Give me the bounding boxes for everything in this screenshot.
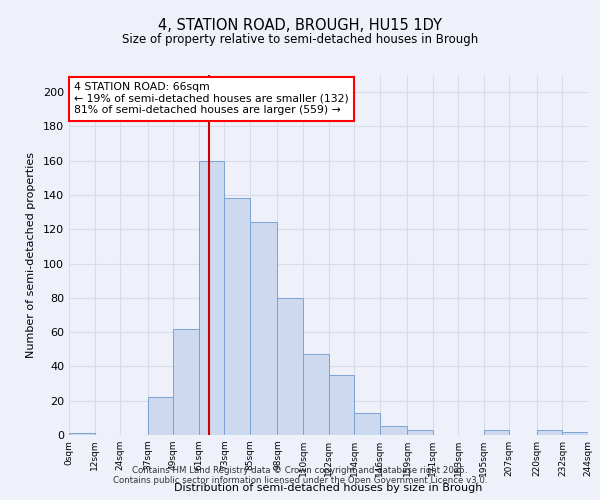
Bar [69,434,95,435]
Bar [407,430,433,435]
Bar [484,430,509,435]
Bar [303,354,329,435]
Bar [277,298,303,435]
Text: 4 STATION ROAD: 66sqm
← 19% of semi-detached houses are smaller (132)
81% of sem: 4 STATION ROAD: 66sqm ← 19% of semi-deta… [74,82,349,116]
Bar [148,398,173,435]
Bar [224,198,250,435]
Bar [250,222,277,435]
Bar [354,412,380,435]
Text: Size of property relative to semi-detached houses in Brough: Size of property relative to semi-detach… [122,32,478,46]
Text: 4, STATION ROAD, BROUGH, HU15 1DY: 4, STATION ROAD, BROUGH, HU15 1DY [158,18,442,32]
Bar [199,160,224,435]
Text: Contains HM Land Registry data © Crown copyright and database right 2025.
Contai: Contains HM Land Registry data © Crown c… [113,466,487,485]
Bar [173,328,199,435]
X-axis label: Distribution of semi-detached houses by size in Brough: Distribution of semi-detached houses by … [175,483,482,493]
Bar [380,426,407,435]
Y-axis label: Number of semi-detached properties: Number of semi-detached properties [26,152,36,358]
Bar [562,432,588,435]
Bar [537,430,562,435]
Bar [329,375,354,435]
